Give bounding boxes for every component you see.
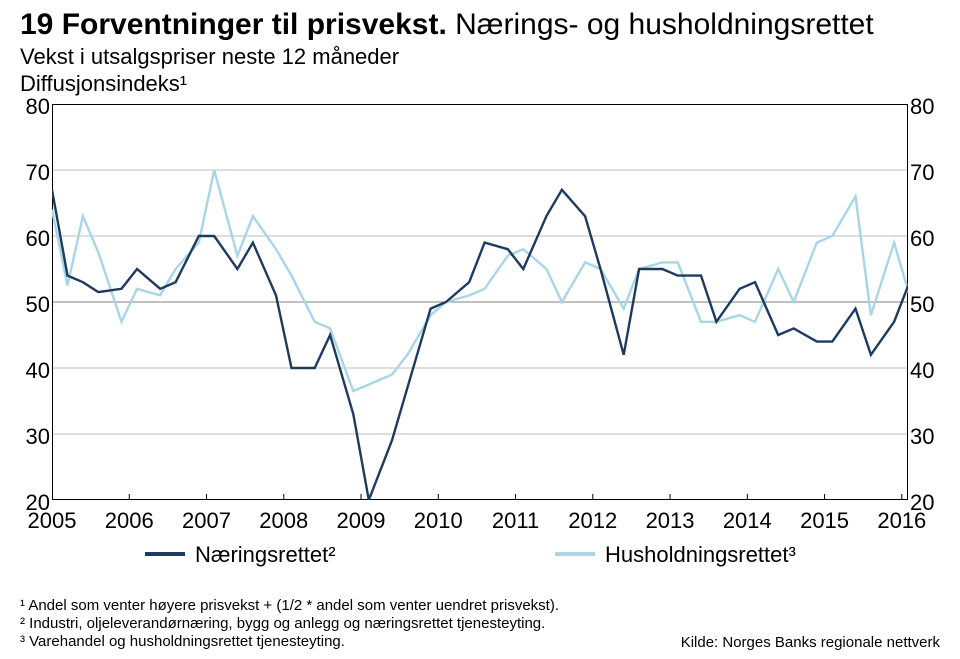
footnote-3: ³ Varehandel og husholdningsrettet tjene… — [20, 633, 559, 651]
footnote-2: ² Industri, oljeleverandørnæring, bygg o… — [20, 615, 559, 633]
ytick-right: 80 — [910, 94, 946, 120]
chart-svg — [52, 104, 908, 500]
legend-label: Næringsrettet² — [195, 542, 336, 568]
ytick-right: 60 — [910, 226, 946, 252]
chart-title: 19 Forventninger til prisvekst. Nærings-… — [20, 8, 874, 42]
title-rest: Nærings- og husholdningsrettet — [455, 8, 874, 41]
legend-swatch-hushold — [555, 552, 595, 556]
xtick-label: 2010 — [414, 508, 463, 534]
footnotes: ¹ Andel som venter høyere prisvekst + (1… — [20, 597, 559, 651]
xtick-label: 2009 — [337, 508, 386, 534]
ytick-left: 80 — [14, 94, 50, 120]
xtick-label: 2011 — [492, 508, 539, 534]
ytick-left: 50 — [14, 292, 50, 318]
ytick-left: 30 — [14, 424, 50, 450]
source-label: Kilde: Norges Banks regionale nettverk — [681, 634, 940, 651]
chart-plot-area — [52, 104, 908, 500]
legend-label: Husholdningsrettet³ — [605, 542, 796, 568]
xtick-label: 2015 — [800, 508, 849, 534]
legend-swatch-naerings — [145, 552, 185, 556]
xtick-label: 2007 — [182, 508, 231, 534]
xtick-label: 2005 — [28, 508, 77, 534]
footnote-1: ¹ Andel som venter høyere prisvekst + (1… — [20, 597, 559, 615]
xtick-label: 2012 — [568, 508, 617, 534]
chart-subtitle: Vekst i utsalgspriser neste 12 måneder — [20, 44, 399, 70]
ytick-right: 50 — [910, 292, 946, 318]
ytick-left: 40 — [14, 358, 50, 384]
ytick-left: 70 — [14, 160, 50, 186]
xtick-label: 2006 — [105, 508, 154, 534]
ytick-right: 30 — [910, 424, 946, 450]
xtick-label: 2013 — [646, 508, 695, 534]
xtick-label: 2008 — [259, 508, 308, 534]
title-bold: 19 Forventninger til prisvekst. — [20, 8, 455, 41]
ytick-left: 60 — [14, 226, 50, 252]
ytick-right: 40 — [910, 358, 946, 384]
xtick-label: 2014 — [723, 508, 772, 534]
xtick-label: 2016 — [877, 508, 926, 534]
ytick-right: 70 — [910, 160, 946, 186]
